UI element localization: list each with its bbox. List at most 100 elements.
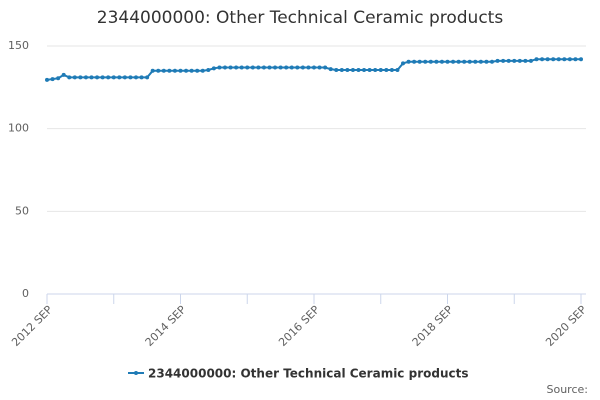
- point: [217, 65, 222, 70]
- point: [423, 59, 428, 64]
- point: [428, 59, 433, 64]
- point: [189, 68, 194, 73]
- point: [512, 58, 517, 63]
- point: [412, 59, 417, 64]
- point: [161, 68, 166, 73]
- point: [384, 67, 389, 72]
- point: [534, 57, 539, 62]
- point: [417, 59, 422, 64]
- point: [50, 77, 55, 82]
- point: [573, 57, 578, 62]
- point: [95, 75, 100, 80]
- point: [350, 67, 355, 72]
- point: [373, 67, 378, 72]
- line: [46, 58, 581, 81]
- point: [278, 65, 283, 70]
- point: [328, 67, 333, 72]
- point: [484, 59, 489, 64]
- y-tick-label: 100: [8, 122, 29, 135]
- point: [67, 75, 72, 80]
- point: [167, 68, 172, 73]
- point: [300, 65, 305, 70]
- point: [339, 67, 344, 72]
- point: [61, 72, 66, 77]
- point: [78, 75, 83, 80]
- x-tick-label: 2012 SEP: [9, 303, 55, 349]
- point: [395, 67, 400, 72]
- point: [389, 67, 394, 72]
- point: [495, 58, 500, 63]
- point: [356, 67, 361, 72]
- point: [228, 65, 233, 70]
- point: [295, 65, 300, 70]
- point: [261, 65, 266, 70]
- point: [323, 65, 328, 70]
- point: [211, 66, 216, 71]
- point: [145, 75, 150, 80]
- point: [540, 57, 545, 62]
- point: [528, 58, 533, 63]
- point: [250, 65, 255, 70]
- point: [367, 67, 372, 72]
- point: [184, 68, 189, 73]
- legend-label: 2344000000: Other Technical Ceramic prod…: [148, 367, 468, 381]
- point: [122, 75, 127, 80]
- source: Source:: [547, 383, 589, 396]
- point: [506, 58, 511, 63]
- point: [523, 58, 528, 63]
- point: [178, 68, 183, 73]
- point: [306, 65, 311, 70]
- point: [401, 61, 405, 66]
- point: [239, 65, 244, 70]
- point: [200, 68, 205, 73]
- point: [106, 75, 111, 80]
- point: [334, 67, 339, 72]
- point: [439, 59, 444, 64]
- point: [195, 68, 200, 73]
- point: [134, 75, 138, 80]
- point: [100, 75, 105, 80]
- point: [456, 59, 461, 64]
- y-tick-label: 0: [22, 287, 29, 300]
- point: [245, 65, 250, 70]
- x-tick-label: 2018 SEP: [410, 303, 456, 349]
- point: [117, 75, 122, 80]
- point: [206, 67, 211, 72]
- point: [378, 67, 383, 72]
- point: [156, 68, 161, 73]
- point: [234, 65, 239, 70]
- point: [501, 58, 506, 63]
- point: [83, 75, 88, 80]
- x-tick-label: 2016 SEP: [276, 303, 322, 349]
- point: [172, 68, 177, 73]
- x-tick-label: 2014 SEP: [143, 303, 189, 349]
- point: [579, 57, 583, 62]
- point: [89, 75, 94, 80]
- point: [478, 59, 483, 64]
- point: [467, 59, 472, 64]
- point: [267, 65, 272, 70]
- point: [462, 59, 467, 64]
- point: [289, 65, 294, 70]
- point: [317, 65, 322, 70]
- point: [445, 59, 450, 64]
- y-tick-label: 50: [15, 204, 29, 217]
- chart-title: 2344000000: Other Technical Ceramic prod…: [97, 8, 504, 28]
- point: [545, 57, 550, 62]
- point: [139, 75, 144, 80]
- point: [56, 76, 61, 81]
- x-tick-label: 2020 SEP: [543, 303, 589, 349]
- point: [434, 59, 439, 64]
- point: [551, 57, 556, 62]
- point: [284, 65, 289, 70]
- point: [345, 67, 350, 72]
- point: [128, 75, 133, 80]
- point: [451, 59, 456, 64]
- point: [45, 77, 49, 82]
- point: [556, 57, 561, 62]
- y-tick-label: 150: [8, 39, 29, 52]
- point: [567, 57, 572, 62]
- point: [562, 57, 567, 62]
- point: [256, 65, 261, 70]
